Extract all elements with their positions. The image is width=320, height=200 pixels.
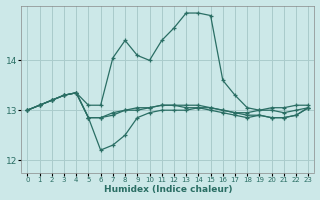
- X-axis label: Humidex (Indice chaleur): Humidex (Indice chaleur): [104, 185, 232, 194]
